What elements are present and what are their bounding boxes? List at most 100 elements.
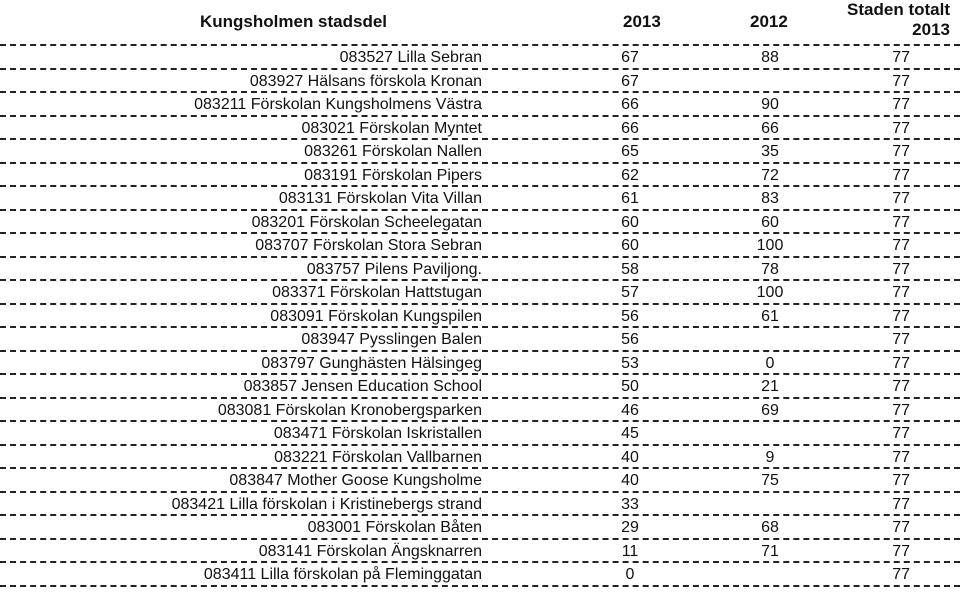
- score-2012-cell: 21: [761, 378, 779, 395]
- table-row: 083411 Lilla förskolan på Fleminggatan 0 7…: [0, 563, 960, 587]
- score-2012-cell: 69: [761, 401, 779, 419]
- score-2013-cell: 58: [621, 260, 639, 278]
- table-row: 083847 Mother Goose Kungsholme 40 75 77: [0, 469, 960, 493]
- preschool-name-cell: 083131 Förskolan Vita Villan: [278, 190, 482, 207]
- table-row: 083081 Förskolan Kronobergsparken 46 69 77: [0, 399, 960, 422]
- city-total-cell: 77: [892, 213, 910, 231]
- preschool-name-cell: 083857 Jensen Education School: [243, 378, 482, 395]
- score-2012-cell: 71: [761, 542, 779, 560]
- preschool-name-cell: 083927 Hälsans förskola Kronan: [249, 72, 482, 90]
- score-2013-cell: 65: [621, 143, 639, 160]
- score-2013-cell: 56: [621, 331, 639, 348]
- table-row: 083211 Förskolan Kungsholmens Västra 66 90…: [0, 93, 960, 117]
- city-total-cell: 77: [892, 49, 910, 66]
- score-2012-cell: 100: [756, 284, 784, 301]
- preschool-name-cell: 083471 Förskolan Iskristallen: [273, 425, 482, 442]
- table-row: 083021 Förskolan Myntet 66 66 77: [0, 117, 960, 140]
- preschool-name-cell: 083421 Lilla förskolan i Kristinebergs s…: [171, 495, 482, 513]
- table-row: 083191 Förskolan Pipers 62 72 77: [0, 164, 960, 187]
- preschool-name-cell: 083021 Förskolan Myntet: [301, 119, 482, 137]
- score-2013-cell: 40: [621, 472, 639, 489]
- header-city-total: Staden totalt 2013: [840, 0, 950, 40]
- table-row: 083001 Förskolan Båten 29 68 77: [0, 516, 960, 540]
- score-2012-cell: 9: [765, 448, 775, 466]
- score-2013-cell: 40: [621, 448, 639, 466]
- city-total-cell: 77: [892, 307, 910, 325]
- header-year-2013: 2013: [623, 12, 661, 31]
- table-row: 083947 Pysslingen Balen 56 77: [0, 328, 960, 352]
- table-row: 083927 Hälsans förskola Kronan 67 77: [0, 70, 960, 93]
- score-2013-cell: 29: [621, 519, 639, 536]
- header-city-total-label: Staden totalt: [847, 0, 950, 19]
- city-total-cell: 77: [892, 495, 910, 513]
- table-body: 083527 Lilla Sebran 67 88 77 083927 Hälsans …: [0, 46, 960, 587]
- score-2012-cell: 61: [761, 307, 779, 325]
- score-2012-cell: 100: [756, 237, 784, 254]
- score-2013-cell: 67: [621, 72, 639, 90]
- score-2013-cell: 33: [621, 495, 639, 513]
- preschool-name-cell: 083947 Pysslingen Balen: [301, 331, 482, 348]
- score-2013-cell: 66: [621, 96, 639, 113]
- city-total-cell: 77: [892, 119, 910, 137]
- table-row: 083421 Lilla förskolan i Kristinebergs s…: [0, 493, 960, 516]
- table-row: 083261 Förskolan Nallen 65 35 77: [0, 140, 960, 164]
- city-total-cell: 77: [892, 472, 910, 489]
- city-total-cell: 77: [892, 354, 910, 372]
- city-total-cell: 77: [892, 284, 910, 301]
- city-total-cell: 77: [892, 566, 910, 583]
- score-2012-cell: 90: [761, 96, 779, 113]
- header-district: Kungsholmen stadsdel: [200, 12, 388, 31]
- preschool-name-cell: 083707 Förskolan Stora Sebran: [255, 237, 482, 254]
- city-total-cell: 77: [892, 378, 910, 395]
- city-total-cell: 77: [892, 190, 910, 207]
- score-2012-cell: 35: [761, 143, 779, 160]
- preschool-name-cell: 083141 Förskolan Ängsknarren: [258, 542, 482, 560]
- table-row: 083857 Jensen Education School 50 21 77: [0, 375, 960, 399]
- score-2013-cell: 50: [621, 378, 639, 395]
- city-total-cell: 77: [892, 331, 910, 348]
- table-row: 083091 Förskolan Kungspilen 56 61 77: [0, 305, 960, 328]
- score-2012-cell: 66: [761, 119, 779, 137]
- table-row: 083757 Pilens Paviljong. 58 78 77: [0, 258, 960, 281]
- score-2012-cell: 83: [761, 190, 779, 207]
- city-total-cell: 77: [892, 260, 910, 278]
- table-row: 083131 Förskolan Vita Villan 61 83 77: [0, 187, 960, 211]
- city-total-cell: 77: [892, 425, 910, 442]
- city-total-cell: 77: [892, 519, 910, 536]
- preschool-name-cell: 083411 Lilla förskolan på Fleminggatan: [203, 566, 482, 583]
- score-2012-cell: 75: [761, 472, 779, 489]
- preschool-name-cell: 083191 Förskolan Pipers: [304, 166, 482, 184]
- score-2013-cell: 56: [621, 307, 639, 325]
- city-total-cell: 77: [892, 72, 910, 90]
- table-header: Kungsholmen stadsdel 2013 2012 Staden to…: [0, 0, 960, 46]
- score-2013-cell: 46: [621, 401, 639, 419]
- city-total-cell: 77: [892, 542, 910, 560]
- preschool-name-cell: 083091 Förskolan Kungspilen: [270, 307, 482, 325]
- city-total-cell: 77: [892, 448, 910, 466]
- preschool-name-cell: 083757 Pilens Paviljong.: [306, 260, 482, 278]
- score-2012-cell: 88: [761, 49, 779, 66]
- preschool-name-cell: 083371 Förskolan Hattstugan: [272, 284, 482, 301]
- city-total-cell: 77: [892, 143, 910, 160]
- score-2013-cell: 11: [621, 542, 639, 560]
- score-2013-cell: 67: [621, 49, 639, 66]
- table-row: 083707 Förskolan Stora Sebran 60 100 77: [0, 234, 960, 258]
- score-2013-cell: 66: [621, 119, 639, 137]
- score-2012-cell: 0: [765, 354, 775, 372]
- score-2012-cell: 60: [761, 213, 779, 231]
- header-city-total-year: 2013: [912, 20, 950, 39]
- table-row: 083371 Förskolan Hattstugan 57 100 77: [0, 281, 960, 305]
- score-2013-cell: 62: [621, 166, 639, 184]
- header-year-2012: 2012: [750, 12, 788, 31]
- city-total-cell: 77: [892, 166, 910, 184]
- preschool-name-cell: 083261 Förskolan Nallen: [304, 143, 482, 160]
- city-total-cell: 77: [892, 96, 910, 113]
- preschool-name-cell: 083527 Lilla Sebran: [339, 49, 482, 66]
- table-row: 083527 Lilla Sebran 67 88 77: [0, 46, 960, 70]
- preschool-name-cell: 083201 Förskolan Scheelegatan: [251, 213, 482, 231]
- score-2013-cell: 45: [621, 425, 639, 442]
- score-2012-cell: 68: [761, 519, 779, 536]
- preschool-name-cell: 083211 Förskolan Kungsholmens Västra: [194, 96, 482, 113]
- score-2013-cell: 60: [621, 213, 639, 231]
- preschool-name-cell: 083847 Mother Goose Kungsholme: [229, 472, 482, 489]
